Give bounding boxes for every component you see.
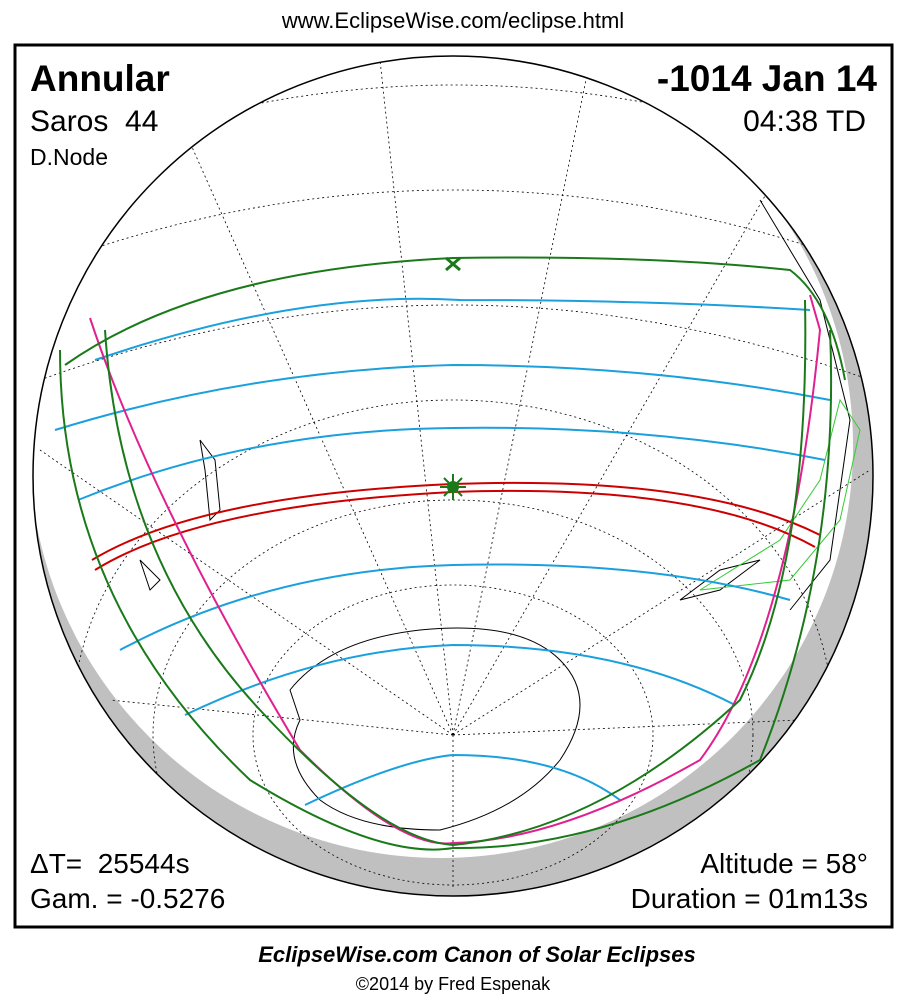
delta-t: ΔT= 25544s bbox=[30, 848, 190, 879]
local-lines bbox=[699, 398, 861, 591]
copyright: ©2014 by Fred Espenak bbox=[356, 974, 551, 994]
eclipse-type: Annular bbox=[30, 58, 170, 99]
footer-title: EclipseWise.com Canon of Solar Eclipses bbox=[258, 942, 696, 967]
node: D.Node bbox=[30, 144, 108, 170]
saros: Saros 44 bbox=[30, 105, 158, 138]
altitude: Altitude = 58° bbox=[700, 848, 868, 879]
greatest-eclipse bbox=[440, 474, 466, 500]
eclipse-time: 04:38 TD bbox=[743, 105, 866, 138]
gamma: Gam. = -0.5276 bbox=[30, 883, 225, 914]
coastlines bbox=[139, 199, 851, 611]
duration: Duration = 01m13s bbox=[631, 883, 868, 914]
day-side bbox=[33, 56, 853, 858]
penumbral-limits bbox=[59, 256, 846, 851]
antarctica bbox=[289, 627, 581, 831]
limit-curve bbox=[89, 294, 822, 845]
eclipse-date: -1014 Jan 14 bbox=[657, 58, 878, 99]
globe-outline bbox=[32, 55, 874, 897]
pole-marker bbox=[445, 256, 461, 272]
globe bbox=[33, 56, 873, 896]
header-url: www.EclipseWise.com/eclipse.html bbox=[281, 8, 624, 33]
